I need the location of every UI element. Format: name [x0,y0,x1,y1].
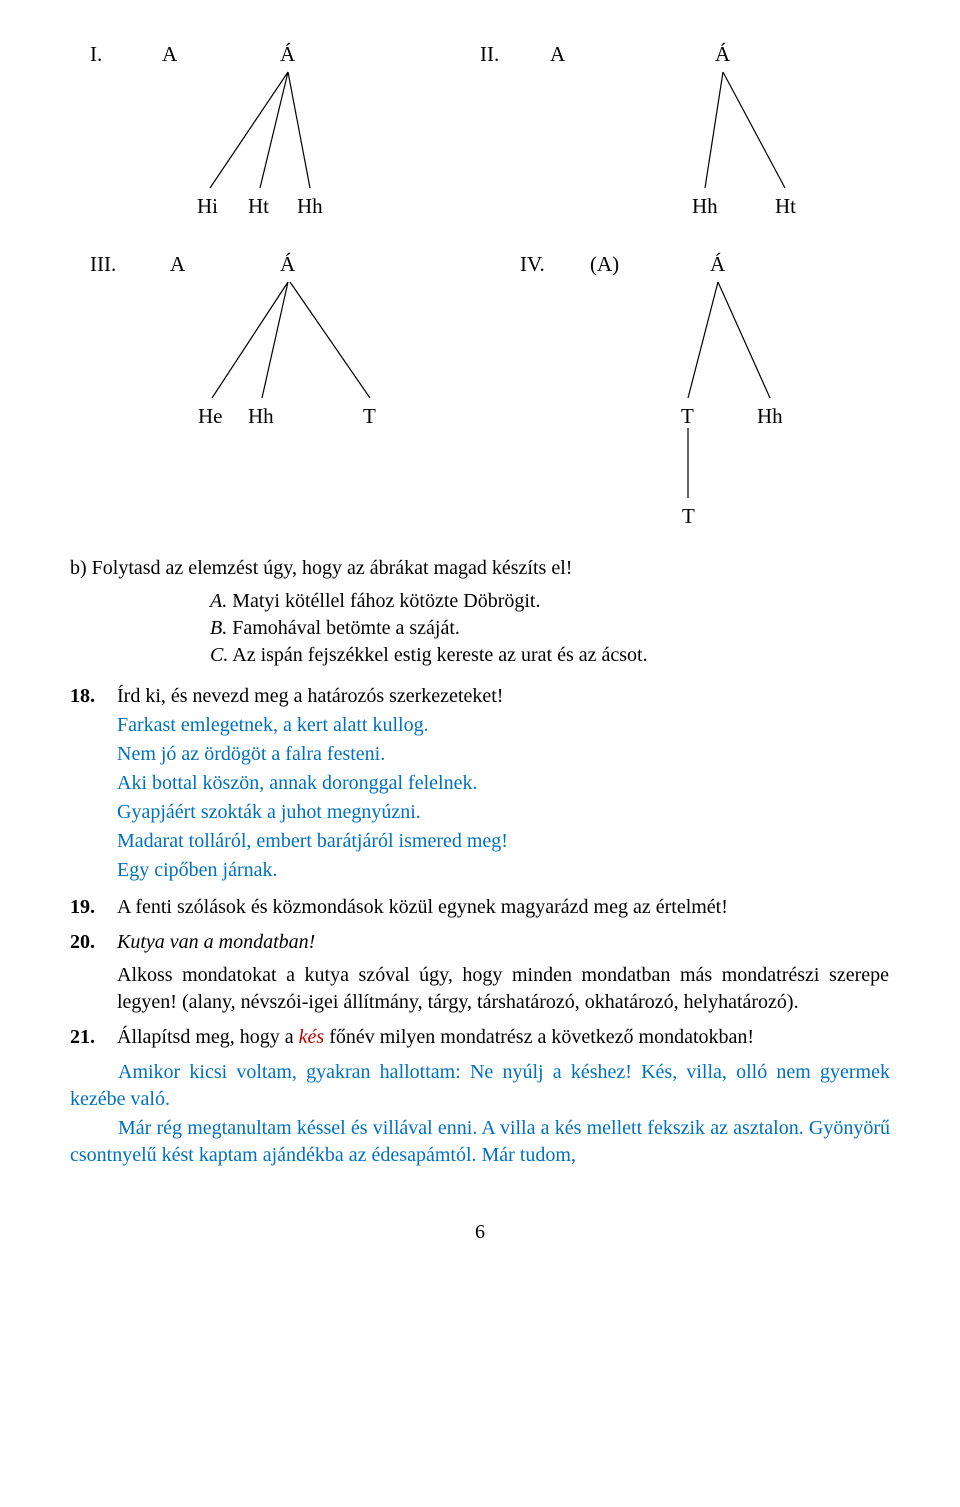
diagram-2: II. A Á Hh Ht [450,40,870,230]
d4-leaf-0: T [681,402,694,430]
diagrams-row-1: I. A Á Hi Ht Hh II. A Á Hh Ht [70,40,890,230]
diagrams-row-2: III. A Á He Hh T IV. (A) Á T Hh T [70,250,890,530]
diagram-3: III. A Á He Hh T [70,250,470,450]
ex18-s2: Nem jó az ördögöt a falra festeni. [117,741,889,768]
d2-leaf-0: Hh [692,192,718,220]
d4-Aacute: Á [710,250,725,278]
ex20-body: Alkoss mondatokat a kutya szóval úgy, ho… [117,962,889,1016]
ex21-p2: Már rég megtanultam késsel és villával e… [70,1115,890,1169]
d4-leaf-1: Hh [757,402,783,430]
d2-A: A [550,40,565,68]
numeral-3: III. [90,250,116,278]
d1-Aacute: Á [280,40,295,68]
exercise-21: 21. Állapítsd meg, hogy a kés főnév mily… [70,1024,890,1051]
d4-A: (A) [590,250,619,278]
ex21-num: 21. [70,1024,112,1051]
d3-A: A [170,250,185,278]
ex19-text: A fenti szólások és közmondások közül eg… [117,894,889,921]
abc-C-text: Az ispán fejszékkel estig kereste az ura… [232,644,647,666]
ex18-s5: Madarat tolláról, embert barátjáról isme… [117,828,889,855]
ex18-s6: Egy cipőben járnak. [117,857,889,884]
ex20-title: Kutya van a mondatban! [117,931,315,953]
d3-lines [70,278,470,418]
d3-leaf-2: T [363,402,376,430]
diagram-1: I. A Á Hi Ht Hh [70,40,450,230]
abc-A-label: A. [210,590,227,612]
d1-leaf-0: Hi [197,192,218,220]
d1-leaf-2: Hh [297,192,323,220]
abc-block: A. Matyi kötéllel fához kötözte Döbrögit… [210,588,890,669]
ex18-prompt: Írd ki, és nevezd meg a határozós szerke… [117,685,503,707]
d2-lines [450,68,870,208]
d2-Aacute: Á [715,40,730,68]
d3-leaf-1: Hh [248,402,274,430]
exercise-19: 19. A fenti szólások és közmondások közü… [70,894,890,921]
d1-A: A [162,40,177,68]
abc-A-text: Matyi kötéllel fához kötözte Döbrögit. [232,590,540,612]
d3-Aacute: Á [280,250,295,278]
ex20-num: 20. [70,929,112,956]
ex18-num: 18. [70,683,112,710]
numeral-1: I. [90,40,102,68]
d1-leaf-1: Ht [248,192,269,220]
b-instruction: b) Folytasd az elemzést úgy, hogy az ábr… [70,555,890,582]
d4-lines [470,278,890,528]
ex21-prompt-pre: Állapítsd meg, hogy a [117,1026,299,1048]
d2-leaf-1: Ht [775,192,796,220]
abc-B-label: B. [210,617,227,639]
ex18-s3: Aki bottal köszön, annak doronggal felel… [117,770,889,797]
exercise-20: 20. Kutya van a mondatban! Alkoss mondat… [70,929,890,1016]
d4-subleaf: T [682,502,695,530]
ex18-s1: Farkast emlegetnek, a kert alatt kullog. [117,712,889,739]
abc-C-label: C. [210,644,228,666]
exercise-18: 18. Írd ki, és nevezd meg a határozós sz… [70,683,890,886]
numeral-4: IV. [520,250,545,278]
page-number: 6 [70,1219,890,1246]
ex21-prompt-post: főnév milyen mondatrész a következő mond… [324,1026,754,1048]
d1-lines [70,68,450,208]
ex19-num: 19. [70,894,112,921]
ex18-s4: Gyapjáért szokták a juhot megnyúzni. [117,799,889,826]
diagram-4: IV. (A) Á T Hh T [470,250,890,530]
numeral-2: II. [480,40,499,68]
d3-leaf-0: He [198,402,223,430]
abc-B-text: Famohával betömte a száját. [232,617,460,639]
ex21-kes: kés [299,1026,325,1048]
ex21-p1: Amikor kicsi voltam, gyakran hallottam: … [70,1059,890,1113]
